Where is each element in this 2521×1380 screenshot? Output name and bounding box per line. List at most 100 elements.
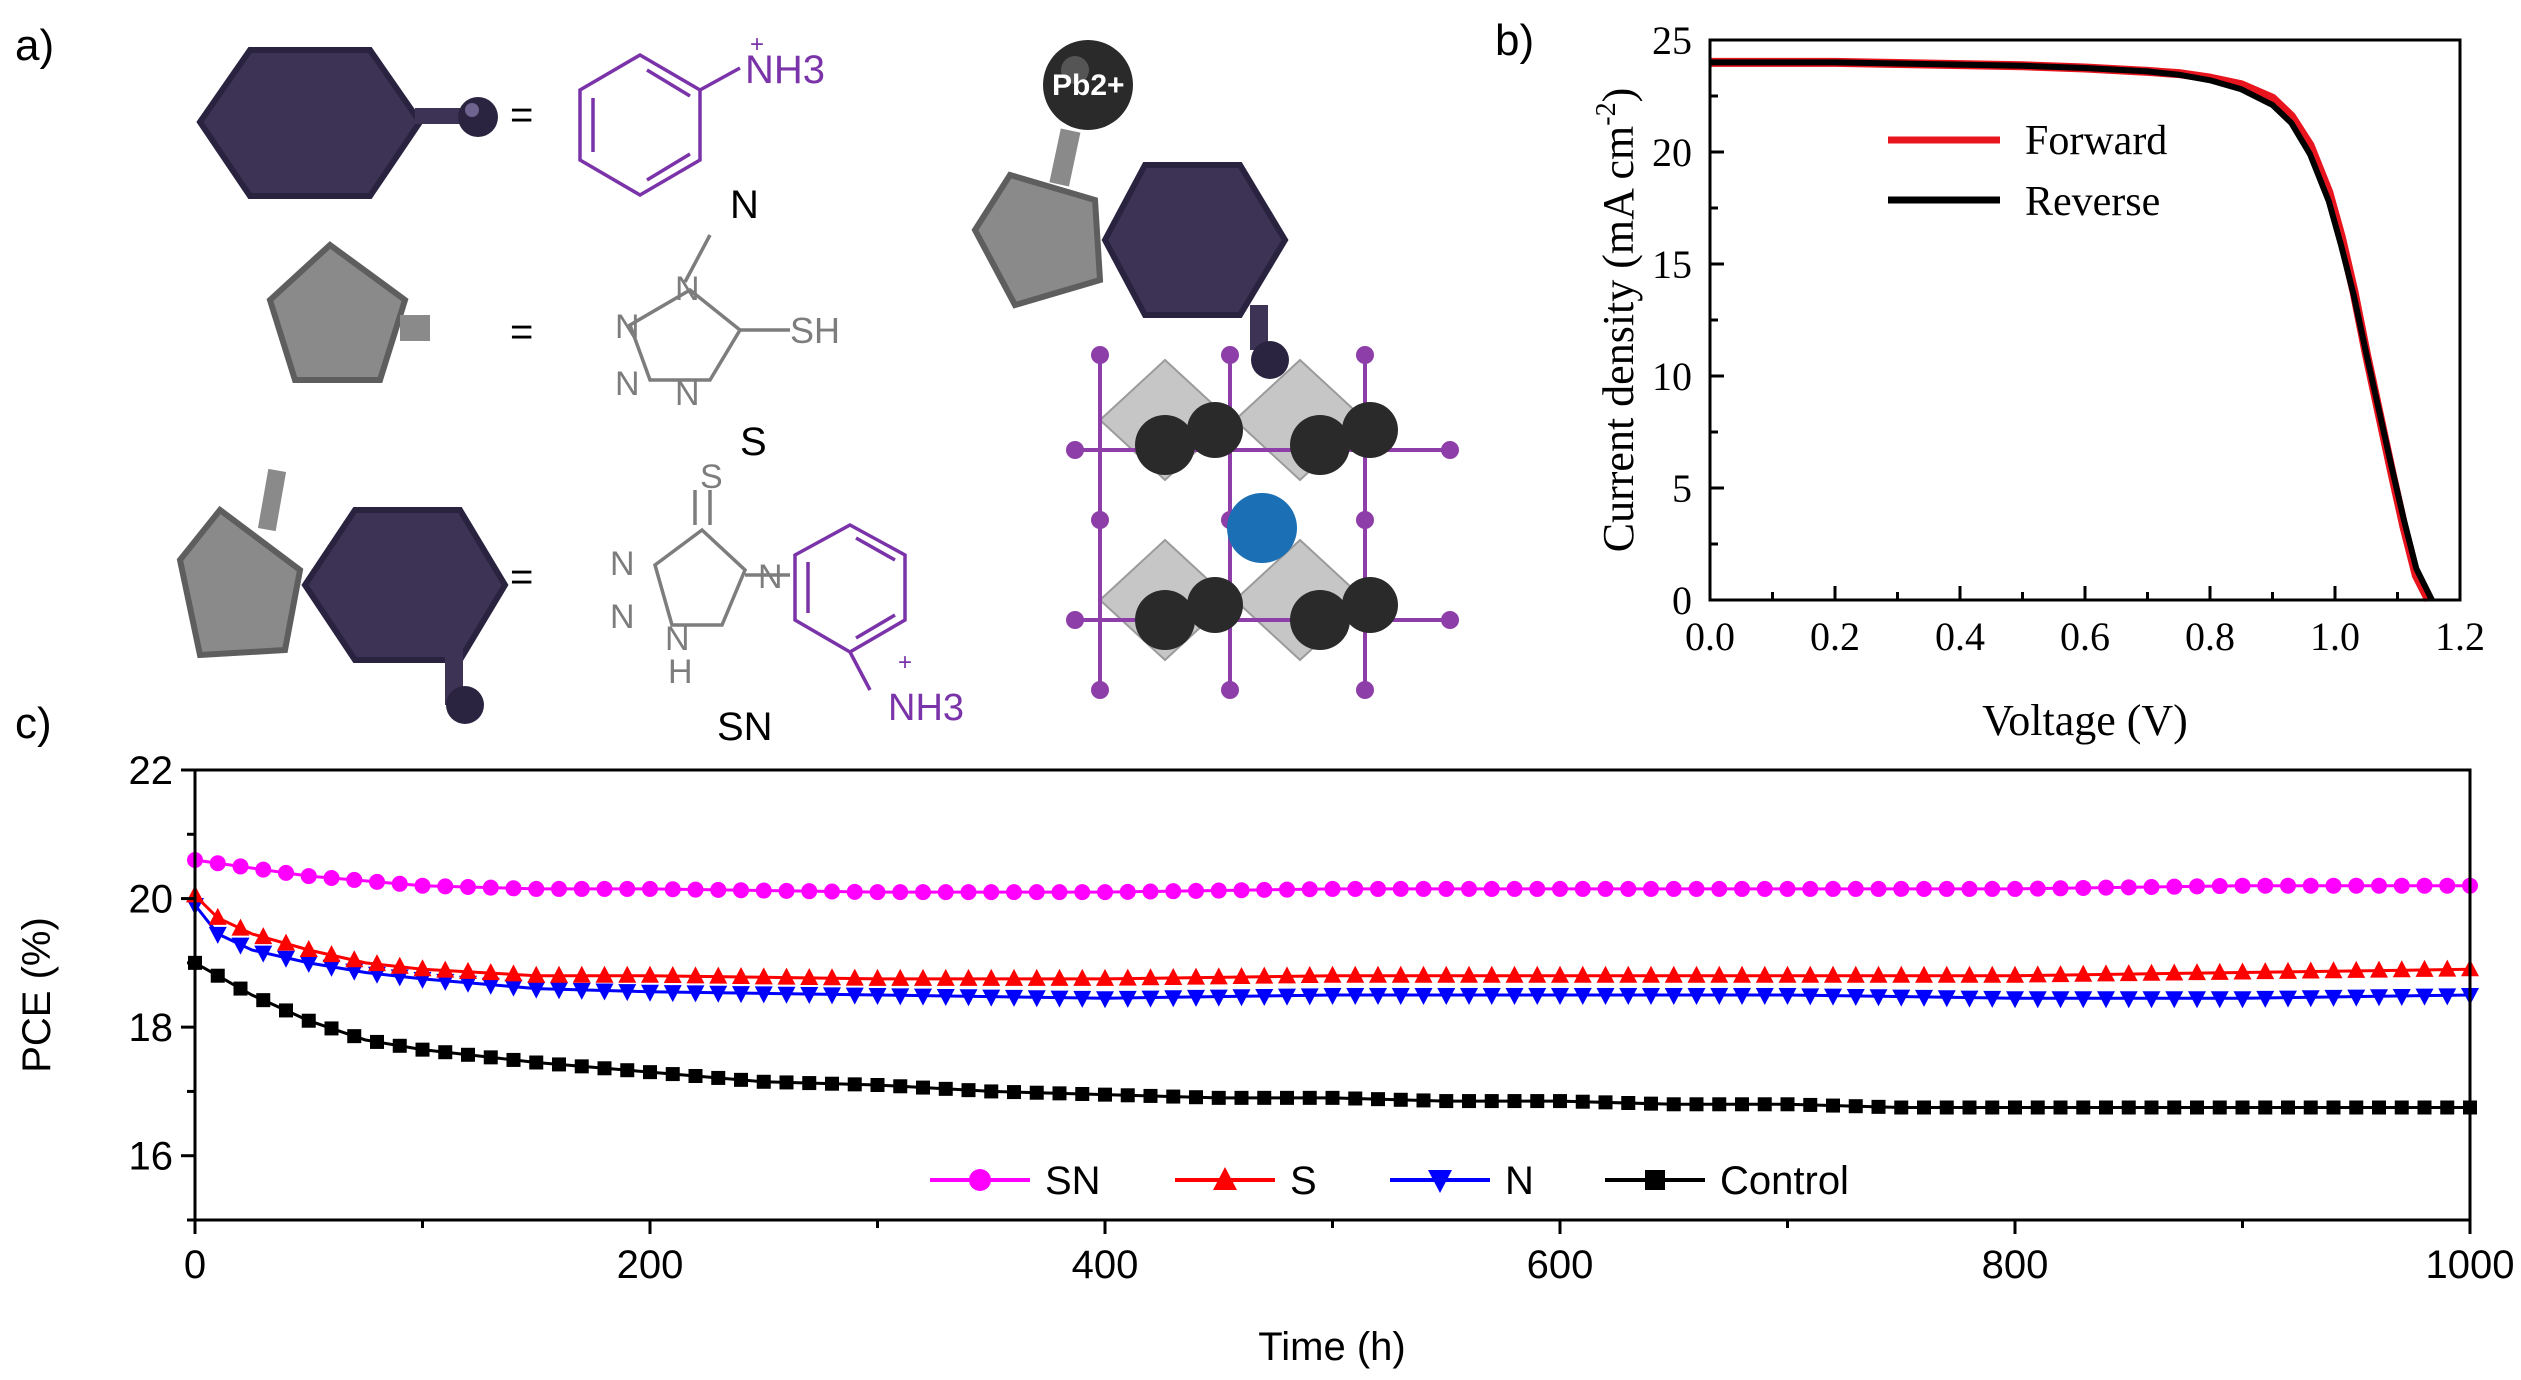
chart-c-x-tick-label: 1000	[2426, 1243, 2515, 1287]
chart-c-point-s	[1551, 965, 1569, 983]
chart-c-point-n	[686, 985, 705, 1003]
chart-c-point-sn	[1165, 883, 1182, 900]
chart-c-point-sn	[414, 877, 431, 894]
chart-c-point-s	[1278, 966, 1296, 984]
chart-c-point-n	[754, 986, 773, 1004]
hybrid-ring-n1: N	[610, 545, 635, 583]
chart-c-point-n	[1391, 988, 1410, 1005]
chart-c-point-s	[231, 918, 250, 936]
chart-c-point-control	[665, 1067, 680, 1082]
chart-c-point-n	[1323, 988, 1342, 1005]
chart-c-point-control	[1371, 1092, 1385, 1107]
chart-c-point-s	[1801, 965, 1820, 983]
chart-c-point-sn	[1870, 880, 1887, 897]
chart-c-point-n	[1096, 991, 1114, 1009]
chart-c-point-n	[2301, 990, 2320, 1008]
chart-c-point-n	[459, 975, 477, 993]
chart-c-point-sn	[1552, 880, 1568, 897]
bound-molecule-icon	[971, 128, 1289, 379]
chart-c-point-sn	[1643, 880, 1659, 897]
chart-c-point-n	[1482, 988, 1501, 1005]
hybrid-ring-n3: N	[665, 620, 690, 658]
chart-b-series-reverse	[1710, 59, 2435, 602]
chart-c-point-sn	[391, 875, 408, 892]
chart-c-point-s	[1619, 965, 1638, 983]
chart-c-point-sn	[1392, 880, 1409, 897]
chart-c-point-s	[504, 964, 523, 982]
chart-c-point-n	[2074, 991, 2093, 1009]
chart-c-point-n	[2256, 990, 2275, 1008]
chart-b-y-tick-label: 20	[1652, 130, 1692, 175]
chart-c-point-n	[1551, 988, 1569, 1005]
chart-c-point-s	[1050, 968, 1069, 986]
chart-c-point-control	[1894, 1100, 1909, 1115]
chart-c-point-sn	[755, 882, 772, 899]
chart-c-point-sn	[1506, 880, 1523, 897]
chart-c-point-control	[1462, 1094, 1476, 1109]
tetrazole-label-s: S	[740, 420, 767, 464]
tetrazole-ring-n3: N	[675, 375, 700, 413]
chart-c-point-s	[322, 945, 341, 963]
panel-b: b) 0.0 0.2 0.4 0.6 0.8 1.0 1.2 0 5 10 15 20 25 Volta…	[1495, 16, 2485, 745]
chart-c-point-s	[1869, 965, 1888, 983]
chart-c-point-sn	[2439, 877, 2456, 894]
chart-c-point-control	[1803, 1097, 1818, 1112]
chart-b-x-tick-label: 0.4	[1935, 614, 1985, 659]
chart-c-point-n	[1778, 988, 1797, 1005]
chart-c-point-s	[2279, 961, 2297, 979]
chart-c-point-n	[345, 963, 364, 981]
chart-c-point-n	[1915, 989, 1933, 1007]
chart-c-point-control	[2326, 1100, 2341, 1115]
chart-c-point-sn	[1188, 882, 1204, 899]
chart-c-point-sn	[1802, 880, 1819, 897]
chart-c-point-n	[1733, 988, 1751, 1005]
chart-c-point-sn	[2234, 877, 2251, 894]
chart-c-point-s	[868, 968, 887, 986]
chart-c-point-sn	[892, 884, 909, 901]
chart-c-point-s	[1027, 968, 1046, 986]
chart-c-point-control	[1325, 1090, 1340, 1105]
chart-c-point-n	[2324, 989, 2343, 1007]
chart-c-point-n	[868, 988, 887, 1005]
chart-c-point-control	[825, 1076, 839, 1091]
chart-c-point-n	[959, 989, 978, 1007]
chart-c-point-sn	[1051, 884, 1068, 901]
chart-c-point-control	[2440, 1100, 2455, 1115]
chart-c-point-n	[2210, 991, 2229, 1009]
chart-c-point-s	[1391, 965, 1410, 983]
chart-c-point-control	[1211, 1090, 1226, 1105]
chart-c-point-s	[1915, 965, 1933, 983]
chart-c-point-sn	[869, 884, 886, 901]
chart-c-point-sn	[2052, 880, 2069, 897]
chart-c-point-control	[1598, 1095, 1613, 1110]
chart-c-point-control	[1166, 1089, 1181, 1104]
chart-c-point-s	[2370, 960, 2388, 978]
chart-c-point-sn	[1529, 880, 1546, 897]
chart-c-point-n	[2142, 991, 2161, 1009]
chart-c-point-control	[2076, 1100, 2091, 1115]
chart-c-point-n	[254, 945, 273, 963]
chart-c-point-n	[1505, 988, 1524, 1005]
chart-c-point-control	[483, 1050, 498, 1065]
chart-c-point-s	[1755, 965, 1774, 983]
chart-c-point-n	[1710, 988, 1729, 1005]
chart-c-point-s	[982, 968, 1001, 986]
chart-c-point-s	[254, 927, 273, 945]
chart-c-point-s	[1300, 966, 1319, 984]
chart-c-point-sn	[1665, 880, 1682, 897]
chart-c-point-s	[1687, 965, 1706, 983]
chart-c-point-s	[641, 965, 659, 983]
chart-c-point-sn	[346, 871, 363, 888]
chart-c-point-n	[481, 977, 500, 995]
chart-c-point-control	[1484, 1094, 1499, 1109]
chart-c-point-sn	[778, 882, 795, 899]
chart-b-y-tick-label: 15	[1652, 242, 1692, 287]
chart-c-point-s	[618, 965, 637, 983]
chart-c-point-s	[1437, 965, 1456, 983]
chart-c-point-sn	[278, 864, 294, 881]
chart-c-point-n	[891, 988, 910, 1006]
chart-c-point-n	[1846, 988, 1865, 1006]
chart-c-point-n	[2028, 991, 2047, 1009]
chart-c-point-sn	[1711, 880, 1728, 897]
legend-s-label: S	[1290, 1159, 1317, 1203]
